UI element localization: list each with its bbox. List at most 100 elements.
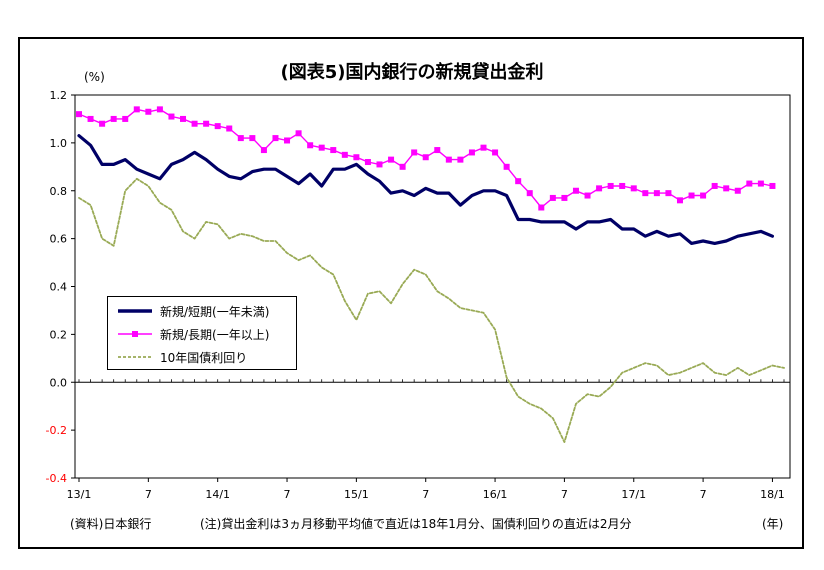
chart-frame (18, 37, 804, 549)
x-tick-label: 13/1 (67, 488, 92, 501)
data-point-long (619, 182, 626, 189)
data-point-long (723, 185, 730, 192)
series-line-short (77, 134, 775, 245)
legend-item-jgb: 10年国債利回り (112, 347, 296, 367)
y-tick-label: 0.6 (50, 233, 68, 246)
data-point-long (630, 185, 637, 192)
series-line-jgb (78, 177, 785, 444)
data-point-long (214, 123, 221, 130)
data-point-long (376, 161, 383, 168)
data-point-long (492, 149, 499, 156)
data-point-long (399, 163, 406, 170)
data-point-long (145, 108, 152, 115)
data-point-long (642, 190, 649, 197)
y-tick-label: 0.2 (50, 328, 68, 341)
data-point-long (734, 187, 741, 194)
data-point-long (330, 147, 337, 154)
data-point-long (480, 144, 487, 151)
data-point-long (526, 190, 533, 197)
data-point-long (422, 154, 429, 161)
x-tick-label: 7 (700, 488, 707, 501)
x-tick-label: 7 (145, 488, 152, 501)
data-point-long (457, 156, 464, 163)
data-point-long (110, 115, 117, 122)
data-point-long (653, 190, 660, 197)
data-point-long (757, 180, 764, 187)
data-point-long (700, 192, 707, 199)
data-point-long (445, 156, 452, 163)
y-tick-label: 1.0 (50, 137, 68, 150)
data-point-long (538, 204, 545, 211)
data-point-long (284, 137, 291, 144)
data-point-long (572, 187, 579, 194)
data-point-long (191, 120, 198, 127)
x-tick-label: 14/1 (205, 488, 230, 501)
data-point-long (272, 135, 279, 142)
data-point-long (295, 130, 302, 137)
x-tick-label: 7 (284, 488, 291, 501)
data-point-long (180, 115, 187, 122)
data-point-long (318, 144, 325, 151)
x-tick-label: 16/1 (483, 488, 508, 501)
data-point-long (87, 115, 94, 122)
y-tick-label: -0.2 (46, 424, 67, 437)
data-point-long (688, 192, 695, 199)
data-point-long (596, 185, 603, 192)
data-point-long (353, 154, 360, 161)
data-point-long (411, 149, 418, 156)
data-point-long (746, 180, 753, 187)
y-tick-label: 0.4 (50, 281, 68, 294)
data-point-long (133, 106, 140, 113)
data-point-long (99, 120, 106, 127)
legend-swatch-jgb (118, 356, 152, 358)
data-point-long (203, 120, 210, 127)
data-point-long (561, 194, 568, 201)
legend-label-jgb: 10年国債利回り (160, 351, 248, 365)
x-tick-label: 7 (561, 488, 568, 501)
data-point-long (341, 151, 348, 158)
legend-item-short: 新規/短期(一年未満) (112, 301, 296, 321)
data-point-long (434, 147, 441, 154)
data-point-long (249, 135, 256, 142)
data-point-long (122, 115, 129, 122)
data-point-long (607, 182, 614, 189)
data-point-long (76, 111, 82, 118)
data-point-long (168, 113, 175, 120)
data-point-long (769, 182, 776, 189)
data-point-long (676, 197, 683, 204)
legend-label-long: 新規/長期(一年以上) (160, 328, 270, 342)
data-point-long (549, 194, 556, 201)
x-tick-label: 18/1 (760, 488, 785, 501)
data-point-long (226, 125, 233, 132)
y-tick-label: -0.4 (46, 472, 67, 485)
source-note: (資料)日本銀行 (70, 517, 152, 531)
data-point-long (584, 192, 591, 199)
data-point-long (665, 190, 672, 197)
x-tick-label: 15/1 (344, 488, 369, 501)
data-point-long (307, 142, 314, 149)
y-tick-label: 0.0 (50, 376, 68, 389)
footnote: (注)貸出金利は3ヵ月移動平均値で直近は18年1月分、国債利回りの直近は2月分 (200, 517, 632, 531)
legend-swatch-long (118, 331, 152, 337)
x-tick-label: 17/1 (621, 488, 646, 501)
data-point-long (237, 135, 244, 142)
legend: 新規/短期(一年未満) 新規/長期(一年以上) 10年国債利回り (107, 296, 297, 370)
chart-title: (図表5)国内銀行の新規貸出金利 (280, 62, 544, 83)
x-unit-label: (年) (762, 517, 784, 531)
data-point-long (364, 159, 371, 166)
data-point-long (503, 163, 510, 170)
data-point-long (156, 106, 163, 113)
data-point-long (388, 156, 395, 163)
data-point-long (468, 149, 475, 156)
data-point-long (260, 147, 267, 154)
legend-item-long: 新規/長期(一年以上) (112, 324, 296, 344)
legend-label-short: 新規/短期(一年未満) (160, 305, 270, 319)
y-unit-label: (%) (84, 70, 105, 84)
x-tick-label: 7 (422, 488, 429, 501)
y-tick-label: 0.8 (50, 185, 68, 198)
legend-swatch-short (118, 309, 152, 313)
data-point-long (515, 178, 522, 185)
y-tick-label: 1.2 (50, 89, 68, 102)
data-point-long (711, 182, 718, 189)
